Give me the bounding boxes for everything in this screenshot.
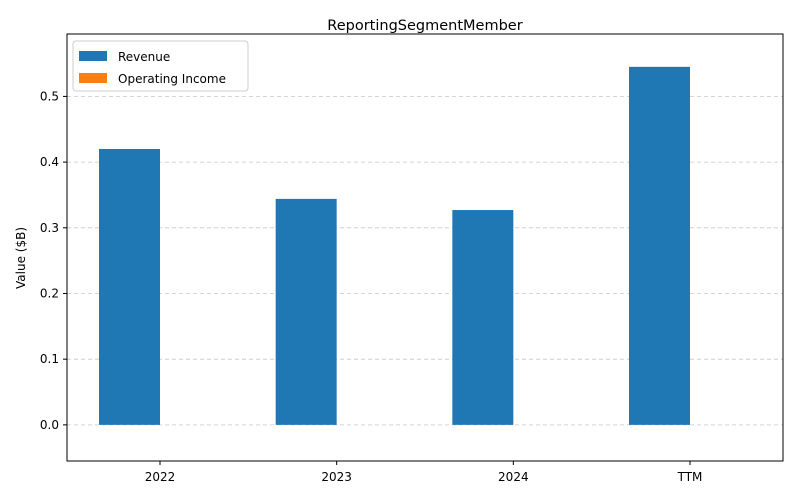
bar-revenue-2023 <box>275 198 337 425</box>
y-tick-label: 0.2 <box>40 286 59 300</box>
bar-revenue-2024 <box>452 210 514 425</box>
x-tick-label: 2024 <box>498 470 529 484</box>
chart-title: ReportingSegmentMember <box>327 18 522 34</box>
legend-label: Operating Income <box>118 72 226 86</box>
x-tick-label: 2022 <box>145 470 176 484</box>
y-tick-label: 0.3 <box>40 221 59 235</box>
y-tick-label: 0.4 <box>40 155 59 169</box>
legend: Revenue Operating Income <box>72 40 249 92</box>
x-axis: 2022 2023 2024 TTM <box>145 461 703 484</box>
legend-swatch <box>79 51 107 61</box>
bars <box>99 66 690 425</box>
y-axis-title: Value ($B) <box>14 227 28 289</box>
y-tick-label: 0.1 <box>40 352 59 366</box>
y-tick-label: 0.5 <box>40 89 59 103</box>
legend-label: Revenue <box>118 50 170 64</box>
bar-revenue-ttm <box>629 66 690 425</box>
x-tick-label: TTM <box>677 470 703 484</box>
y-axis: 0.0 0.1 0.2 0.3 0.4 0.5 <box>40 89 67 432</box>
bar-revenue-2022 <box>99 148 160 425</box>
x-tick-label: 2023 <box>321 470 352 484</box>
plot-frame <box>66 33 784 462</box>
legend-swatch <box>79 73 107 83</box>
y-tick-label: 0.0 <box>40 418 59 432</box>
legend-box <box>72 40 249 92</box>
